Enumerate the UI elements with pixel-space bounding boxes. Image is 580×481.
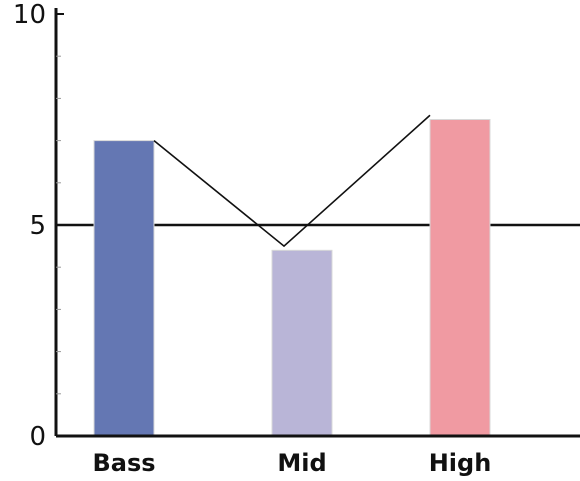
line-series xyxy=(153,114,431,248)
x-tick-label-bass: Bass xyxy=(92,449,155,477)
y-tick-label: 10 xyxy=(13,0,46,30)
y-axis: 0 5 10 xyxy=(13,0,64,452)
bar-bass xyxy=(93,140,155,437)
bar-mid xyxy=(271,249,333,437)
line-series-path xyxy=(153,114,431,248)
x-tick-label-high: High xyxy=(429,449,492,477)
y-tick-label: 5 xyxy=(29,211,46,241)
x-tick-label-mid: Mid xyxy=(277,449,326,477)
bar-high xyxy=(429,119,491,437)
y-tick-label: 0 xyxy=(29,422,46,452)
bars xyxy=(93,119,491,437)
x-tick-labels: Bass Mid High xyxy=(92,449,491,477)
